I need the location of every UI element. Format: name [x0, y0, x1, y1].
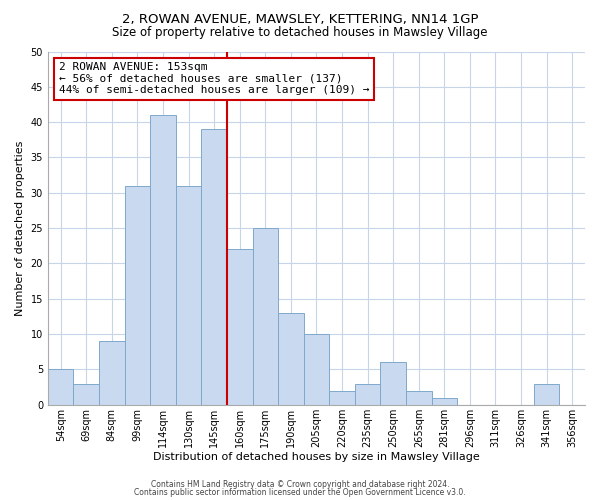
Text: Size of property relative to detached houses in Mawsley Village: Size of property relative to detached ho…: [112, 26, 488, 39]
Bar: [150, 115, 176, 405]
Bar: [99, 341, 125, 405]
Text: Contains HM Land Registry data © Crown copyright and database right 2024.: Contains HM Land Registry data © Crown c…: [151, 480, 449, 489]
Text: Contains public sector information licensed under the Open Government Licence v3: Contains public sector information licen…: [134, 488, 466, 497]
Bar: [278, 313, 304, 405]
Text: 2, ROWAN AVENUE, MAWSLEY, KETTERING, NN14 1GP: 2, ROWAN AVENUE, MAWSLEY, KETTERING, NN1…: [122, 12, 478, 26]
Bar: [125, 186, 150, 405]
Bar: [48, 370, 73, 405]
Bar: [176, 186, 202, 405]
Bar: [253, 228, 278, 405]
Text: 2 ROWAN AVENUE: 153sqm
← 56% of detached houses are smaller (137)
44% of semi-de: 2 ROWAN AVENUE: 153sqm ← 56% of detached…: [59, 62, 369, 96]
Bar: [329, 390, 355, 405]
Bar: [73, 384, 99, 405]
Bar: [227, 250, 253, 405]
Bar: [202, 129, 227, 405]
Bar: [431, 398, 457, 405]
Bar: [406, 390, 431, 405]
X-axis label: Distribution of detached houses by size in Mawsley Village: Distribution of detached houses by size …: [153, 452, 480, 462]
Bar: [380, 362, 406, 405]
Y-axis label: Number of detached properties: Number of detached properties: [15, 140, 25, 316]
Bar: [534, 384, 559, 405]
Bar: [304, 334, 329, 405]
Bar: [355, 384, 380, 405]
